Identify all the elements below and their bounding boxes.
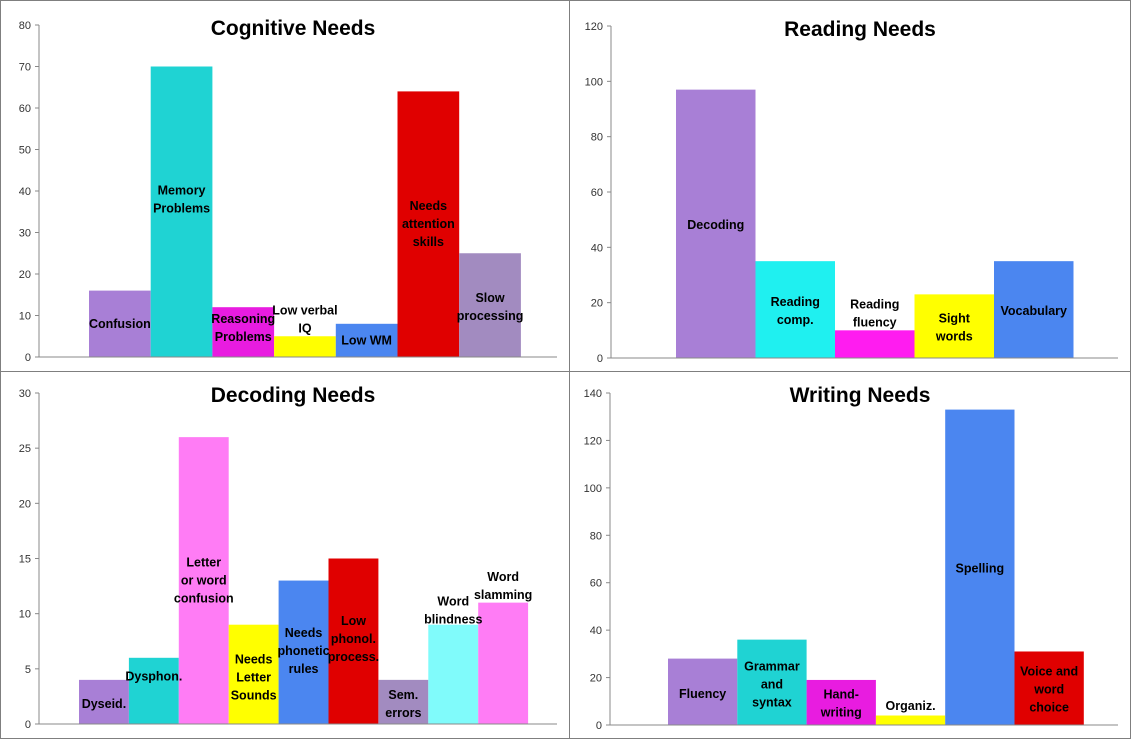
y-tick-label: 140 <box>584 388 602 400</box>
bar-memory-problems <box>150 66 213 357</box>
y-tick-label: 20 <box>19 498 31 510</box>
bar-reasoning-problems <box>212 307 275 357</box>
chart-title: Reading Needs <box>784 18 936 41</box>
bar-label-low-phonol-process: Low phonol. process. <box>328 614 379 664</box>
writing-needs-chart-panel: Writing Needs 0 20 40 60 80 100 120 140 Fluency Gr… <box>569 371 1131 739</box>
y-tick-label: 0 <box>25 352 31 364</box>
bar-label-needs-letter-sounds: Needs Letter Sounds <box>231 653 277 703</box>
y-tick-label: 70 <box>19 62 31 74</box>
y-tick-label: 80 <box>591 132 603 144</box>
bar-low-phonol-process <box>328 558 379 724</box>
chart-svg: Reading Needs 0 20 40 60 80 100 120 Decoding Read… <box>585 18 1118 365</box>
bar-confusion <box>89 290 151 357</box>
y-tick-label: 25 <box>19 443 31 455</box>
bar-label-fluency: Fluency <box>679 687 726 701</box>
chart-title: Writing Needs <box>790 384 931 407</box>
bar-spelling <box>945 409 1015 725</box>
y-tick-label: 5 <box>25 664 31 676</box>
y-tick-label: 100 <box>585 76 603 88</box>
bar-label-spelling: Spelling <box>956 561 1005 575</box>
chart-title: Cognitive Needs <box>211 17 376 40</box>
bar-grammar-and-syntax <box>737 639 807 725</box>
y-tick-label: 20 <box>19 269 31 281</box>
bar-fluency <box>668 658 738 725</box>
bar-decoding <box>676 89 756 358</box>
chart-svg: Writing Needs 0 20 40 60 80 100 120 140 Fluency Gr… <box>584 384 1118 732</box>
bar-label-grammar-and-syntax: Grammar and syntax <box>744 660 800 710</box>
bar-sight-words <box>914 294 994 358</box>
y-tick-label: 100 <box>584 483 602 495</box>
bar-letter-or-word-confusion <box>178 437 229 724</box>
reading-needs-chart-panel: Reading Needs 0 20 40 60 80 100 120 Decoding Read… <box>569 0 1131 372</box>
bar-label-reading-fluency: Reading fluency <box>850 298 899 330</box>
y-tick-label: 30 <box>19 228 31 240</box>
bar-dysphon <box>128 657 179 724</box>
bar-low-wm <box>335 323 398 357</box>
bar-organiz <box>875 715 946 725</box>
chart-title: Decoding Needs <box>211 384 376 407</box>
bar-label-vocabulary: Vocabulary <box>1001 304 1068 318</box>
bar-slow-processing <box>459 253 521 357</box>
bar-label-dyseid: Dyseid. <box>82 697 126 711</box>
y-tick-label: 0 <box>596 720 602 732</box>
bar-label-letter-or-word-confusion: Letter or word confusion <box>174 556 234 606</box>
chart-svg: Decoding Needs 0 5 10 15 20 25 30 Dyseid. Dysphon… <box>19 384 557 731</box>
chart-svg: Cognitive Needs 0 10 20 30 40 50 60 70 80 Confusio… <box>19 17 557 364</box>
y-tick-label: 40 <box>590 625 602 637</box>
bar-label-organiz: Organiz. <box>886 699 936 713</box>
bar-label-memory-problems: Memory Problems <box>153 183 210 215</box>
bar-sem-errors <box>378 679 429 724</box>
y-tick-label: 60 <box>591 187 603 199</box>
y-tick-label: 40 <box>591 242 603 254</box>
bar-label-reading-comp: Reading comp. <box>771 295 820 327</box>
bar-reading-fluency <box>835 330 915 358</box>
bar-label-sem-errors: Sem. errors <box>385 688 421 720</box>
bar-label-low-wm: Low WM <box>341 333 392 347</box>
y-tick-label: 10 <box>19 311 31 323</box>
bar-label-decoding: Decoding <box>687 218 744 232</box>
bar-needs-letter-sounds <box>228 624 279 724</box>
bar-label-needs-phonetic-rules: Needs phonetic rules <box>278 626 330 676</box>
bar-reading-comp <box>755 261 835 358</box>
bar-label-confusion: Confusion <box>89 317 151 331</box>
y-tick-label: 120 <box>585 21 603 33</box>
y-tick-label: 40 <box>19 186 31 198</box>
bar-label-dysphon: Dysphon. <box>125 670 182 684</box>
y-tick-label: 0 <box>597 353 603 365</box>
bar-needs-phonetic-rules <box>278 580 329 724</box>
y-tick-label: 20 <box>591 298 603 310</box>
bar-label-reasoning-problems: Reasoning Problems <box>211 312 275 344</box>
y-tick-label: 30 <box>19 388 31 400</box>
bar-needs-attention-skills <box>397 91 460 358</box>
y-tick-label: 20 <box>590 673 602 685</box>
bar-label-word-slamming: Word slamming <box>474 570 532 602</box>
bar-hand-writing <box>806 679 876 725</box>
bar-low-verbal-iq <box>274 336 336 357</box>
bar-vocabulary <box>994 261 1074 358</box>
bar-label-voice-and-word-choice: Voice and word choice <box>1020 664 1078 714</box>
y-tick-label: 15 <box>19 554 31 566</box>
y-tick-label: 60 <box>19 103 31 115</box>
bar-label-slow-processing: Slow processing <box>457 291 524 323</box>
bar-label-hand-writing: Hand-writing <box>820 688 862 720</box>
y-tick-label: 0 <box>25 719 31 731</box>
decoding-needs-chart-panel: Decoding Needs 0 5 10 15 20 25 30 Dyseid. Dysphon… <box>0 371 570 739</box>
bar-label-needs-attention-skills: Needs attention skills <box>402 199 455 249</box>
bar-label-sight-words: Sight words <box>935 312 973 344</box>
y-tick-label: 10 <box>19 609 31 621</box>
cognitive-needs-chart-panel: Cognitive Needs 0 10 20 30 40 50 60 70 80 Confusio… <box>0 0 570 372</box>
bar-word-slamming <box>478 602 529 724</box>
y-tick-label: 80 <box>590 530 602 542</box>
y-tick-label: 120 <box>584 435 602 447</box>
y-tick-label: 60 <box>590 578 602 590</box>
y-tick-label: 80 <box>19 20 31 32</box>
bar-label-word-blindness: Word blindness <box>424 594 482 626</box>
bar-voice-and-word-choice <box>1014 651 1084 725</box>
y-tick-label: 50 <box>19 145 31 157</box>
bar-label-low-verbal-iq: Low verbal IQ <box>272 304 337 336</box>
bar-dyseid <box>79 679 129 724</box>
bar-word-blindness <box>428 624 479 724</box>
